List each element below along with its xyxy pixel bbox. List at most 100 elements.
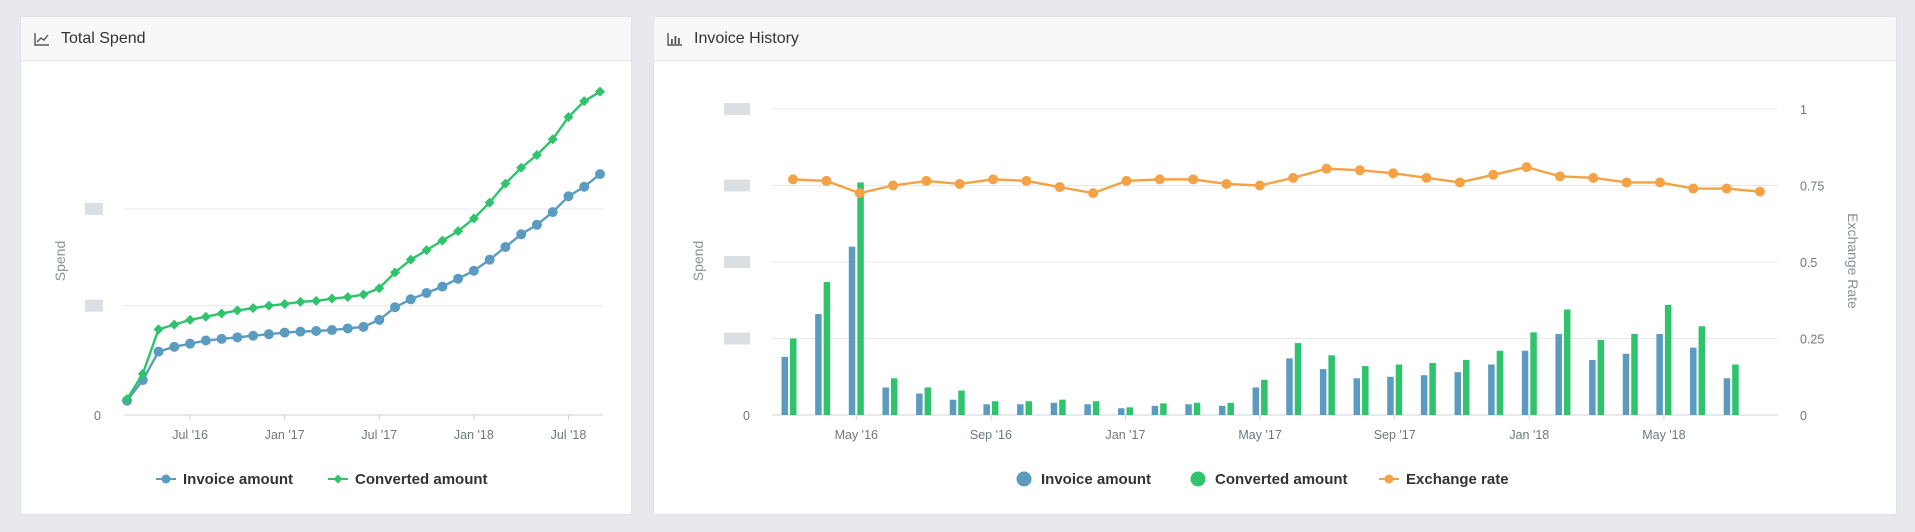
bar-converted	[1160, 403, 1167, 415]
data-point	[295, 326, 306, 337]
bar-chart-icon	[666, 30, 684, 48]
y2-tick-label: 0.5	[1800, 256, 1817, 270]
data-point	[405, 294, 416, 305]
data-point	[888, 180, 899, 191]
bar-converted	[1631, 333, 1638, 415]
data-point	[122, 394, 132, 405]
bar-invoice	[1084, 404, 1091, 415]
bar-invoice	[1185, 404, 1192, 415]
data-point	[279, 327, 290, 338]
series-line-converted	[125, 90, 601, 400]
bar-converted	[1227, 402, 1234, 415]
data-point	[1054, 182, 1065, 193]
data-point	[342, 323, 353, 334]
data-point	[437, 281, 448, 292]
data-point	[232, 305, 243, 316]
bar-converted	[823, 281, 831, 415]
data-point	[547, 207, 558, 218]
bar-converted	[1395, 364, 1403, 415]
bar-converted	[991, 401, 999, 415]
bar-converted	[1362, 366, 1369, 415]
data-point	[1021, 175, 1032, 186]
bar-invoice	[1723, 378, 1731, 415]
data-point	[216, 333, 227, 344]
data-point	[374, 283, 385, 294]
bar-invoice	[1286, 358, 1293, 415]
data-point	[516, 229, 527, 240]
legend-marker	[161, 474, 171, 484]
legend-marker	[1016, 471, 1032, 487]
data-point	[169, 341, 180, 352]
x-tick-label: Jul '17	[361, 428, 397, 442]
x-tick-label: Sep '16	[970, 428, 1012, 442]
data-point	[531, 150, 542, 161]
bar-invoice	[1387, 376, 1394, 415]
panel-title: Total Spend	[61, 29, 146, 47]
bar-converted	[1732, 364, 1739, 415]
data-point	[263, 329, 274, 340]
bar-converted	[1092, 401, 1100, 415]
data-point	[326, 293, 337, 304]
x-tick-label: Jul '18	[551, 428, 587, 442]
line-chart-icon	[33, 30, 51, 48]
data-point	[153, 324, 164, 335]
x-tick-label: Jan '17	[1106, 428, 1146, 442]
data-point	[311, 295, 322, 306]
data-point	[1688, 183, 1699, 194]
bar-converted	[1698, 326, 1706, 415]
data-point	[1521, 162, 1532, 173]
bar-converted	[1059, 399, 1066, 415]
bar-converted	[924, 387, 932, 415]
bar-invoice	[781, 356, 788, 415]
series-line-invoice	[126, 173, 601, 402]
bar-invoice	[1151, 405, 1159, 415]
data-point	[279, 299, 290, 310]
x-tick-label: May '17	[1238, 428, 1281, 442]
bar-converted	[1463, 359, 1470, 415]
bar-converted	[1126, 407, 1133, 415]
bar-invoice	[848, 246, 856, 415]
bar-invoice	[1319, 369, 1327, 415]
data-point	[854, 188, 865, 199]
legend-item: Converted amount	[328, 471, 488, 488]
data-point	[1421, 172, 1432, 183]
data-point	[1288, 172, 1299, 183]
bar-invoice	[1454, 372, 1461, 415]
data-point	[437, 235, 448, 246]
data-point	[1554, 171, 1565, 182]
data-point	[295, 296, 306, 307]
legend-label: Converted amount	[1215, 471, 1348, 488]
data-point	[263, 300, 274, 311]
bar-converted	[1261, 379, 1268, 415]
bar-invoice	[1622, 353, 1630, 415]
bar-converted	[1294, 343, 1302, 415]
data-point	[1154, 174, 1165, 185]
total-spend-panel: Total Spend 0 Spend Jul '16 Jan '17 Jul '17 J…	[20, 16, 632, 515]
panel-header: Total Spend	[21, 17, 631, 61]
data-point	[1755, 186, 1765, 197]
bar-converted	[1025, 401, 1033, 415]
data-point	[453, 226, 464, 237]
legend-label: Exchange rate	[1406, 471, 1509, 488]
y2-tick-label: 0	[1800, 409, 1807, 423]
legend-label: Invoice amount	[1041, 471, 1151, 488]
data-point	[1254, 180, 1265, 191]
data-point	[216, 308, 227, 319]
data-point	[988, 174, 999, 185]
y-axis-title: Spend	[52, 241, 68, 281]
data-point	[358, 289, 369, 300]
data-point	[185, 314, 196, 325]
data-point	[595, 169, 605, 180]
bar-invoice	[949, 399, 957, 415]
data-point	[326, 325, 337, 336]
x-tick-label: May '18	[1642, 428, 1685, 442]
legend-label: Converted amount	[355, 471, 488, 488]
data-point	[821, 175, 832, 186]
bar-converted	[1563, 309, 1571, 415]
x-tick-label: Jan '18	[454, 428, 494, 442]
data-point	[484, 197, 495, 208]
bar-invoice	[1521, 350, 1529, 415]
data-point	[390, 267, 401, 278]
bar-invoice	[1690, 347, 1697, 415]
y-axis-title: Spend	[690, 241, 706, 281]
